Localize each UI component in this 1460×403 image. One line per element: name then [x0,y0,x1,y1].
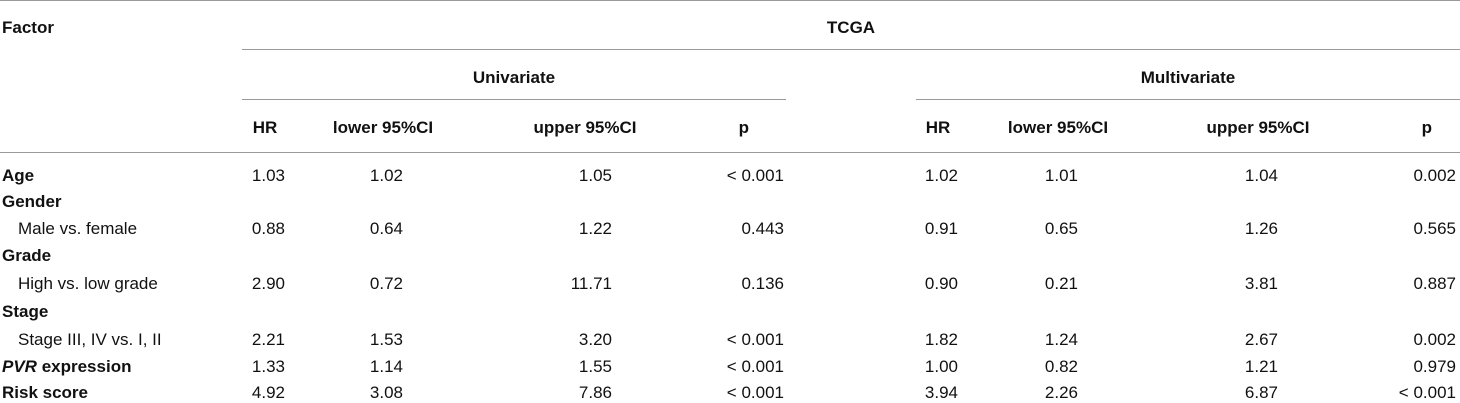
multivariate-rule [916,99,1460,100]
table-cell: 2.26 [1044,383,1078,402]
table-cell: 1.01 [1044,166,1078,185]
table-cell: < 0.001 [726,166,784,185]
table-cell: 1.33 [251,357,285,376]
table-cell: 7.86 [578,383,612,402]
column-header: upper 95%CI [1206,118,1310,137]
column-header: HR [252,118,278,137]
table-cell: 4.92 [251,383,285,402]
table-cell: 0.887 [1413,274,1456,293]
table-cell: 1.53 [369,330,403,349]
row-label: Stage [2,302,49,321]
table-cell: < 0.001 [726,330,784,349]
table-cell: 2.90 [251,274,285,293]
factor-header: Factor [2,18,54,37]
table-cell: < 0.001 [1398,383,1456,402]
table-cell: 1.26 [1244,219,1278,238]
table-cell: 0.65 [1044,219,1078,238]
table-cell: 6.87 [1244,383,1278,402]
table-cell: 0.136 [741,274,784,293]
table-cell: 1.04 [1244,166,1278,185]
table-cell: < 0.001 [726,357,784,376]
table-cell: 0.002 [1413,166,1456,185]
table-cell: 1.02 [369,166,403,185]
table-cell: 1.03 [251,166,285,185]
table-cell: 1.02 [924,166,958,185]
table-cell: 1.21 [1244,357,1278,376]
table-cell: 0.90 [924,274,958,293]
univariate-header: Univariate [472,68,556,87]
column-header: lower 95%CI [332,118,434,137]
table-cell: 3.94 [924,383,958,402]
table-cell: 1.24 [1044,330,1078,349]
table-cell: 0.21 [1044,274,1078,293]
table-cell: 1.14 [369,357,403,376]
column-header: p [738,118,749,137]
row-label: Risk score [2,383,88,402]
table-cell: 3.20 [578,330,612,349]
table-cell: 3.08 [369,383,403,402]
row-label: Grade [2,246,52,265]
table-cell: 0.82 [1044,357,1078,376]
univariate-rule [242,99,786,100]
table-cell: 0.002 [1413,330,1456,349]
column-header: upper 95%CI [533,118,637,137]
row-label: Male vs. female [18,219,138,238]
tcga-rule [242,49,1460,50]
table-cell: 1.22 [578,219,612,238]
table-cell: 11.71 [570,274,612,293]
table-cell: 2.21 [251,330,285,349]
table-cell: 0.64 [369,219,403,238]
column-header: lower 95%CI [1007,118,1109,137]
row-label: Age [2,166,35,185]
table-cell: 0.88 [251,219,285,238]
table-cell: 1.00 [924,357,958,376]
row-label-suffix: expression [36,357,132,376]
multivariate-header: Multivariate [1140,68,1236,87]
row-label: High vs. low grade [18,274,158,293]
top-rule [0,0,1460,1]
table-cell: 1.05 [578,166,612,185]
tcga-header: TCGA [826,18,876,37]
gene-name: PVR [2,357,37,376]
table-cell: 0.443 [741,219,784,238]
row-label: PVR expression [2,357,131,377]
row-label: Gender [2,192,62,211]
column-header: HR [925,118,951,137]
row-label: Stage III, IV vs. I, II [18,330,162,349]
table-cell: 0.565 [1413,219,1456,238]
table-cell: 3.81 [1244,274,1278,293]
table-cell: 0.72 [369,274,403,293]
table-cell: 1.82 [924,330,958,349]
table-cell: < 0.001 [726,383,784,402]
table-cell: 2.67 [1244,330,1278,349]
column-header: p [1421,118,1432,137]
header-bottom-rule [0,152,1460,153]
table-cell: 0.91 [924,219,958,238]
table-cell: 0.979 [1413,357,1456,376]
table-cell: 1.55 [578,357,612,376]
